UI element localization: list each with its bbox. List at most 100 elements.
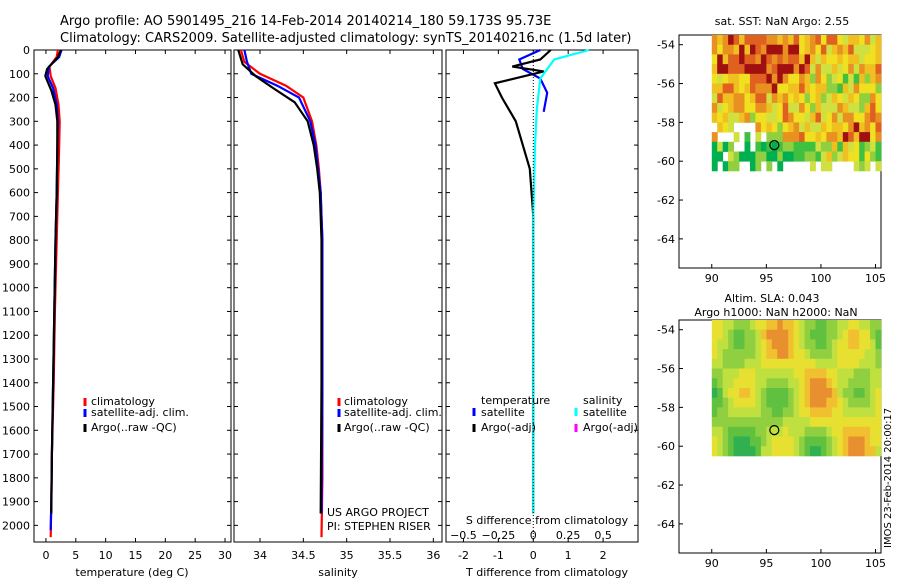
map-cell (771, 358, 778, 369)
map-cell (853, 407, 860, 418)
map-cell (842, 44, 849, 55)
map-cell (777, 378, 784, 389)
map-cell (859, 417, 866, 428)
map-cell (837, 378, 844, 389)
map-cell (859, 151, 866, 162)
map-cell (810, 64, 816, 75)
map-cell (766, 446, 773, 457)
difference-plot: -2 -1 0 1 2 −0.5 −0.25 0 0.25 0.5 (446, 48, 638, 562)
map-cell (728, 54, 734, 65)
map-cell (711, 436, 718, 447)
map-cell (793, 73, 800, 84)
legend-s-argo: Argo(-adj) (583, 421, 638, 434)
map-cell (810, 407, 816, 418)
map-cell (848, 35, 855, 46)
map-cell (733, 161, 740, 172)
map-cell (853, 151, 860, 162)
map-cell (733, 35, 740, 46)
map-cell (782, 83, 789, 94)
map-cell (728, 436, 734, 447)
y-tick-label: 300 (9, 115, 30, 128)
map-cell (771, 93, 778, 104)
map-cell (771, 151, 778, 162)
map-cell (733, 407, 740, 418)
map-cell (875, 339, 882, 350)
map-cell (722, 44, 729, 55)
map-cell (820, 339, 827, 350)
map-cell (875, 417, 882, 428)
map-cell (711, 349, 718, 360)
map-cell (760, 339, 767, 350)
map-cell (875, 436, 882, 447)
map-cell (842, 35, 849, 46)
map-cell (826, 54, 833, 65)
map-cell (810, 93, 816, 104)
y-tick-label: 1500 (2, 401, 30, 414)
map-cell (744, 132, 751, 143)
map-cell (788, 35, 795, 46)
map-cell (815, 339, 822, 350)
map-cell (777, 83, 784, 94)
map-cell (831, 358, 838, 369)
map-cell (711, 446, 718, 457)
map-cell (711, 397, 718, 408)
map-cell (804, 329, 811, 340)
map-cell (711, 329, 718, 340)
map-cell (760, 44, 767, 55)
map-cell (859, 378, 866, 389)
map-cell (739, 320, 745, 331)
map-cell (820, 358, 827, 369)
map-cell (848, 339, 855, 350)
map-cell (755, 132, 762, 143)
map-cell (728, 349, 734, 360)
map-cell (810, 112, 816, 123)
map-cell (728, 339, 734, 350)
y-tick-label: -60 (657, 155, 675, 168)
map-cell (842, 436, 849, 447)
map-cell (760, 368, 767, 379)
map-cell (717, 349, 724, 360)
map-cell (853, 44, 860, 55)
map-cell (711, 35, 718, 46)
map-cell (875, 388, 882, 399)
map-cell (760, 151, 767, 162)
map-cell (793, 417, 800, 428)
map-cell (870, 151, 876, 162)
map-cell (744, 83, 751, 94)
map-cell (777, 112, 784, 123)
map-cell (842, 141, 849, 152)
map-cell (853, 161, 860, 172)
map-cell (853, 112, 860, 123)
map-cell (810, 122, 816, 133)
y-tick-label: -54 (657, 324, 675, 337)
map-cell (842, 73, 849, 84)
map-cell (760, 35, 767, 46)
map-cell (755, 73, 762, 84)
legend-t-satellite: satellite (481, 406, 525, 419)
map-cell (766, 329, 773, 340)
map-cell (739, 407, 745, 418)
y-tick-label: 1400 (2, 377, 30, 390)
map-cell (820, 54, 827, 65)
map-cell (837, 426, 844, 437)
map-cell (760, 73, 767, 84)
map-cell (853, 320, 860, 331)
map-cell (870, 368, 876, 379)
x-tick-label: 90 (705, 272, 719, 285)
map-cell (859, 161, 866, 172)
map-cell (804, 93, 811, 104)
map-cell (782, 73, 789, 84)
map-cell (771, 378, 778, 389)
map-cell (820, 349, 827, 360)
map-cell (760, 397, 767, 408)
map-cell (739, 83, 745, 94)
y-tick-label: -62 (657, 194, 675, 207)
legend-satellite: satellite-adj. clim. (344, 406, 442, 419)
temperature-plot: 0100200300400500600700800900100011001200… (2, 44, 232, 562)
x-tick-label: 2 (600, 549, 607, 562)
map-cell (722, 35, 729, 46)
map-cell (750, 339, 756, 350)
x-tick-label: 105 (865, 557, 886, 570)
map-cell (853, 397, 860, 408)
map-cell (733, 397, 740, 408)
